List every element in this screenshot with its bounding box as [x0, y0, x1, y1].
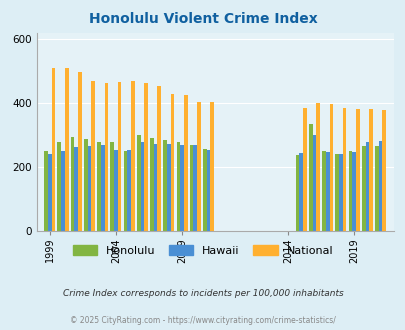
Bar [364, 142, 368, 231]
Bar [110, 142, 114, 231]
Bar [131, 81, 134, 231]
Bar [378, 141, 382, 231]
Bar [48, 154, 51, 231]
Bar [368, 109, 372, 231]
Bar [329, 104, 333, 231]
Bar [150, 138, 153, 231]
Bar [210, 102, 213, 231]
Bar [91, 81, 95, 231]
Bar [302, 108, 306, 231]
Text: Honolulu Violent Crime Index: Honolulu Violent Crime Index [88, 12, 317, 25]
Bar [382, 110, 385, 231]
Text: Crime Index corresponds to incidents per 100,000 inhabitants: Crime Index corresponds to incidents per… [62, 289, 343, 298]
Bar [321, 151, 325, 231]
Bar [335, 154, 338, 231]
Bar [74, 147, 78, 231]
Bar [157, 86, 161, 231]
Bar [51, 68, 55, 231]
Bar [117, 82, 121, 231]
Bar [100, 146, 104, 231]
Bar [166, 144, 170, 231]
Bar [61, 150, 65, 231]
Bar [65, 68, 68, 231]
Bar [176, 142, 180, 231]
Bar [123, 151, 127, 231]
Bar [361, 147, 364, 231]
Bar [193, 146, 197, 231]
Bar [183, 95, 187, 231]
Bar [197, 102, 200, 231]
Bar [114, 150, 117, 231]
Bar [78, 72, 81, 231]
Bar [355, 109, 359, 231]
Bar [44, 150, 48, 231]
Bar [312, 135, 315, 231]
Bar [325, 152, 329, 231]
Bar [348, 151, 352, 231]
Bar [163, 140, 166, 231]
Bar [140, 142, 144, 231]
Bar [295, 155, 298, 231]
Bar [144, 82, 147, 231]
Bar [202, 149, 206, 231]
Bar [189, 145, 193, 231]
Bar [352, 152, 355, 231]
Legend: Honolulu, Hawaii, National: Honolulu, Hawaii, National [68, 240, 337, 260]
Bar [127, 150, 131, 231]
Bar [57, 142, 61, 231]
Bar [206, 150, 210, 231]
Bar [308, 124, 312, 231]
Bar [374, 147, 378, 231]
Text: © 2025 CityRating.com - https://www.cityrating.com/crime-statistics/: © 2025 CityRating.com - https://www.city… [70, 316, 335, 325]
Bar [315, 103, 319, 231]
Bar [87, 147, 91, 231]
Bar [153, 144, 157, 231]
Bar [342, 108, 345, 231]
Bar [97, 142, 100, 231]
Bar [298, 153, 302, 231]
Bar [104, 83, 108, 231]
Bar [180, 145, 183, 231]
Bar [136, 135, 140, 231]
Bar [84, 139, 87, 231]
Bar [70, 137, 74, 231]
Bar [170, 94, 174, 231]
Bar [338, 154, 342, 231]
